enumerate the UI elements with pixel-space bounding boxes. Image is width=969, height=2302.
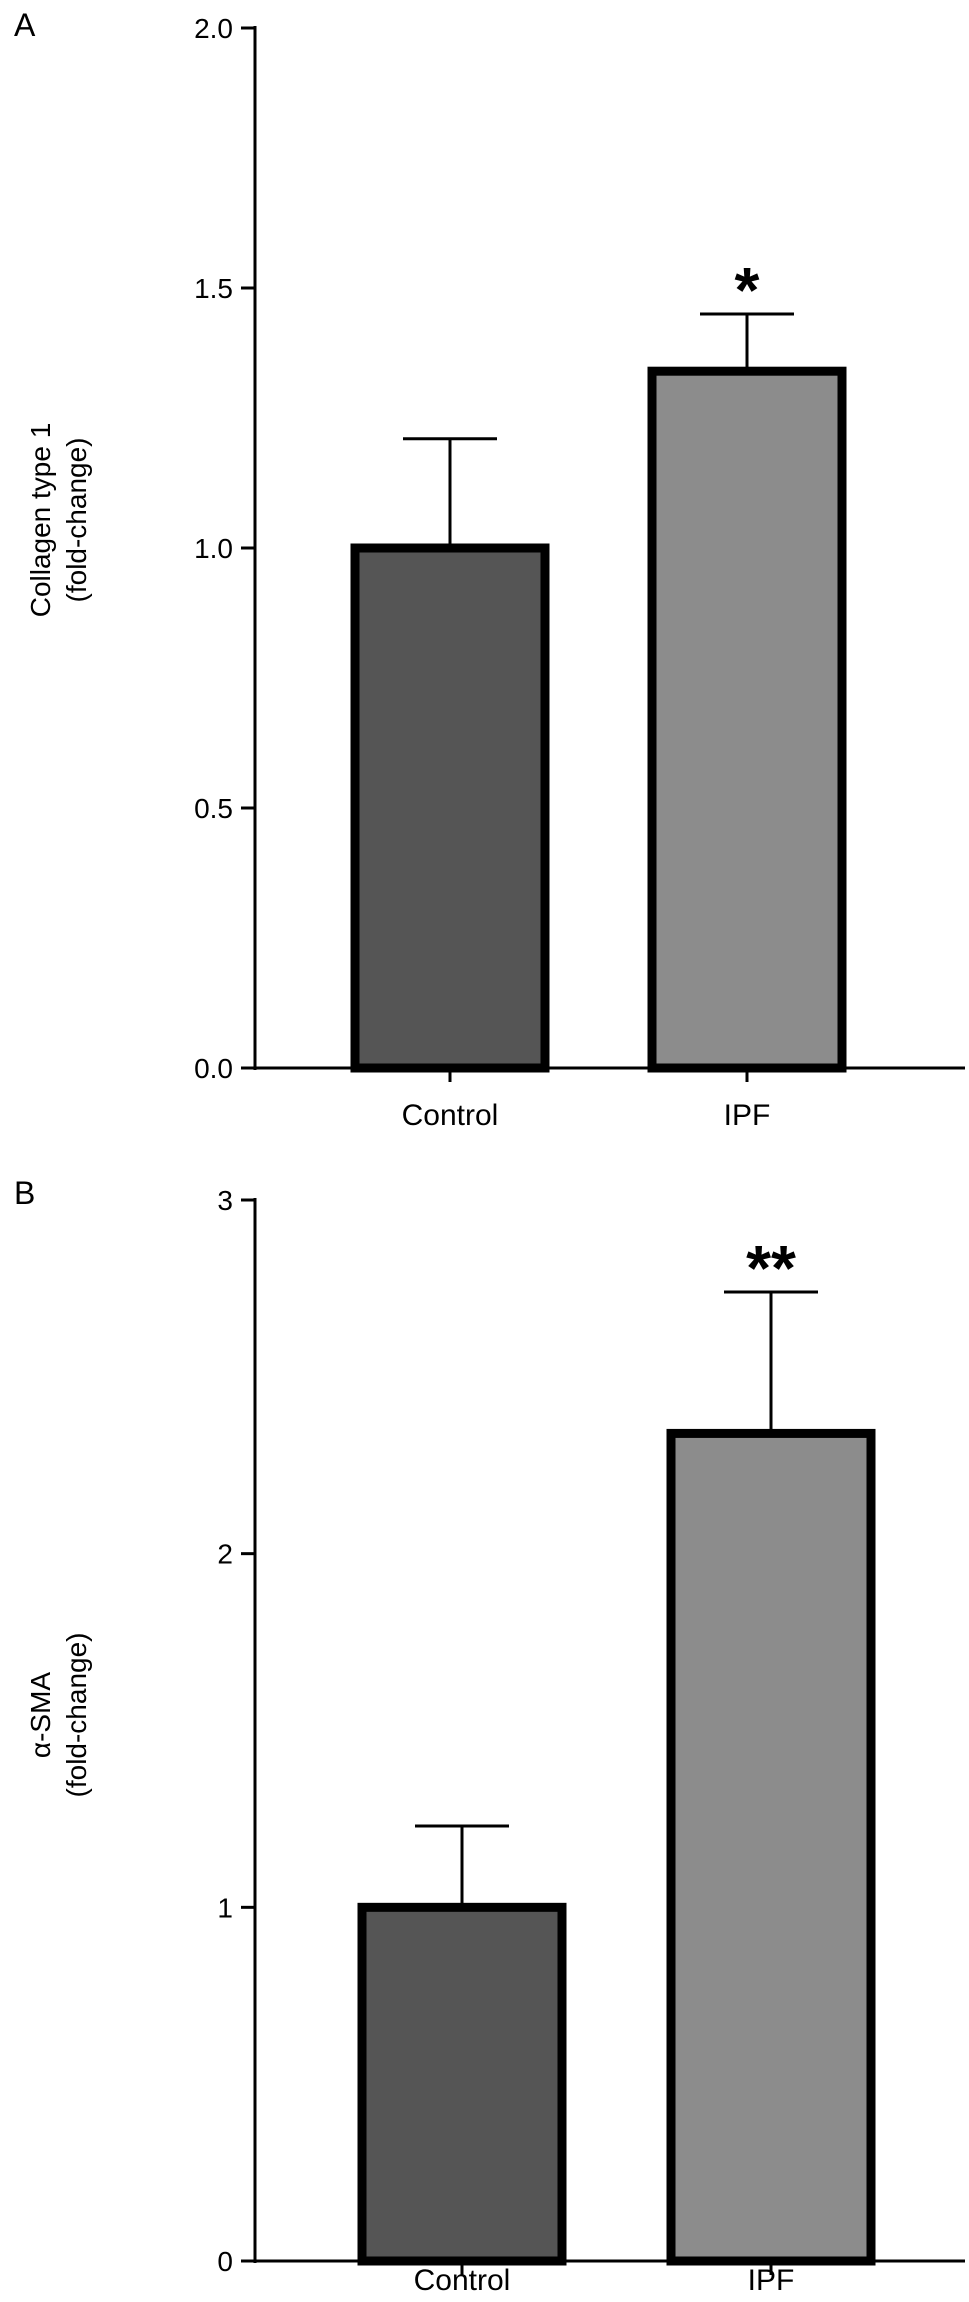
chart-a-y-tick-label: 0.0 [194,1053,233,1084]
chart-b-y-axis-label: α-SMA (fold-change) [25,1633,92,1798]
chart-b-panel-label: B [14,1175,35,1211]
chart-a-y-tick-label: 1.5 [194,273,233,304]
chart-a-category-label-control: Control [402,1099,499,1132]
chart-b-significance-ipf: ** [746,1232,796,1304]
chart-b-y-tick-label: 1 [217,1892,233,1923]
chart-a-y-axis-label: Collagen type 1 (fold-change) [25,423,92,618]
chart-b-y-tick-label: 2 [217,1539,233,1570]
chart-a-panel-label: A [14,7,36,43]
chart-a-significance-ipf: * [735,254,760,326]
chart-b-y-tick-label: 0 [217,2246,233,2277]
chart-b-y-axis-label-line-1: α-SMA [25,1672,56,1759]
chart-b-y-tick-label: 3 [217,1185,233,1216]
chart-a-category-label-ipf: IPF [724,1099,771,1132]
chart-panel-b: B Control ** IPF 0 1 2 3 α-SMA (fold-change) [0,1150,969,2302]
chart-b-bar-ipf [666,1428,876,2266]
chart-a-y-axis-label-line-2: (fold-change) [61,438,92,603]
chart-panel-a: A Control * IPF 0.0 0.5 1.0 1.5 2.0 Collagen type… [0,0,969,1150]
chart-a-y-tick-label: 2.0 [194,13,233,44]
chart-b-bar-control [357,1902,567,2266]
chart-a-bar-ipf [647,366,847,1073]
chart-a-svg: A Control * IPF 0.0 0.5 1.0 1.5 2.0 Collagen type… [14,7,965,1132]
chart-b-y-axis-label-line-2: (fold-change) [61,1633,92,1798]
chart-a-y-tick-label: 0.5 [194,793,233,824]
chart-a-y-axis-label-line-1: Collagen type 1 [25,423,56,618]
chart-a-bar-control [350,543,550,1073]
chart-a-y-tick-label: 1.0 [194,533,233,564]
